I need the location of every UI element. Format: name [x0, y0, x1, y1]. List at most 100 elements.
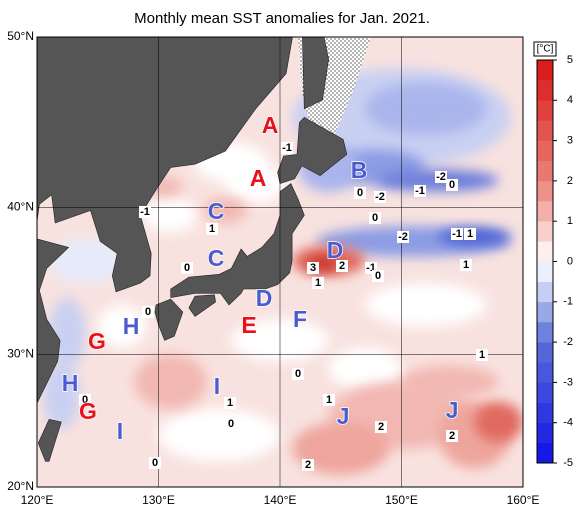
contour-label: 3	[310, 262, 316, 274]
colorbar-segment	[537, 402, 553, 423]
landmass	[37, 419, 62, 462]
anomaly-patch	[143, 197, 198, 233]
region-label: G	[88, 328, 106, 354]
contour-label-bg	[451, 228, 463, 240]
colorbar-tick-label: 1	[567, 215, 573, 227]
contour-label: 1	[326, 394, 332, 406]
anomaly-patch	[43, 361, 80, 430]
contour-label: -1	[366, 262, 376, 274]
contour-label-bg	[375, 421, 387, 433]
contour-label-bg	[281, 142, 293, 154]
colorbar-segment	[537, 442, 553, 464]
contour-label-bg	[369, 212, 381, 224]
colorbar-segment	[537, 301, 553, 323]
contour-label-bg	[312, 277, 324, 289]
region-label: G	[79, 398, 97, 424]
landmass	[188, 294, 216, 317]
colorbar-tick-label: -5	[563, 457, 573, 469]
contour-label-bg	[206, 223, 218, 235]
landmass	[170, 183, 305, 306]
contour-label: 0	[152, 457, 158, 469]
contour-label-bg	[397, 231, 409, 243]
contour-label: 1	[227, 397, 233, 409]
contour-label-bg	[323, 394, 335, 406]
colorbar-unit-box	[533, 41, 557, 57]
lat-tick-label: 20°N	[7, 479, 34, 493]
landmass	[154, 298, 184, 341]
colorbar-segment	[537, 80, 553, 101]
contour-label: 1	[479, 349, 485, 361]
anomaly-patch	[401, 365, 499, 399]
contour-label: 1	[467, 228, 473, 240]
lat-tick-label: 30°N	[7, 346, 34, 360]
contour-label-bg	[435, 171, 447, 183]
contour-label-bg	[446, 430, 458, 442]
anomaly-patch	[203, 197, 248, 224]
colorbar-segment	[537, 342, 553, 363]
colorbar-segment	[537, 160, 553, 182]
colorbar-segment	[537, 221, 553, 242]
contour-label-bg	[292, 368, 304, 380]
contour-label-bg	[464, 228, 476, 240]
colorbar-segment	[537, 201, 553, 222]
contour-label: 0	[357, 187, 363, 199]
colorbar-tick-label: 3	[567, 135, 573, 147]
contour-label: 1	[209, 223, 215, 235]
contour-label-bg	[225, 418, 237, 430]
contour-label: 0	[375, 270, 381, 282]
contour-label-bg	[181, 262, 193, 274]
contour-label: -1	[282, 142, 292, 154]
contour-label: 2	[449, 430, 455, 442]
contour-label: 0	[82, 394, 88, 406]
contour-label-bg	[354, 187, 366, 199]
contour-label-bg	[142, 306, 154, 318]
contour-label-bg	[476, 349, 488, 361]
colorbar-segment	[537, 60, 553, 81]
colorbar-unit: [°C]	[537, 44, 554, 55]
colorbar-segment	[537, 362, 553, 383]
lat-tick-label: 40°N	[7, 200, 34, 214]
colorbar-tick-label: 0	[567, 255, 573, 267]
colorbar-segment	[537, 281, 553, 303]
anomaly-patch	[158, 408, 280, 462]
anomaly-patch	[474, 402, 523, 443]
contour-label: -2	[398, 231, 408, 243]
region-label: E	[241, 312, 256, 338]
contour-label: 0	[372, 212, 378, 224]
anomaly-patch	[365, 283, 487, 327]
colorbar-tick-label: -4	[563, 417, 573, 429]
lat-tick-label: 50°N	[7, 29, 34, 43]
contour-label-bg	[446, 179, 458, 191]
contour-label: 2	[339, 260, 345, 272]
contour-label: -1	[415, 185, 425, 197]
contour-label-bg	[460, 259, 472, 271]
anomaly-patch	[365, 82, 487, 136]
region-label: B	[351, 157, 368, 183]
contour-label-bg	[149, 457, 161, 469]
anomaly-patch	[97, 304, 147, 348]
contour-label: -1	[452, 228, 462, 240]
region-label: D	[256, 285, 273, 311]
contour-label: 0	[449, 179, 455, 191]
colorbar-tick-label: 4	[567, 94, 573, 106]
region-label: F	[293, 306, 307, 332]
colorbar-segment	[537, 241, 553, 262]
colorbar-tick-label: 5	[567, 54, 573, 66]
contour-label-bg	[336, 260, 348, 272]
colorbar-segment	[537, 321, 553, 343]
colorbar-segment	[537, 180, 553, 202]
contour-label: -2	[375, 191, 385, 203]
region-label: A	[262, 112, 279, 138]
colorbar-segment	[537, 422, 553, 444]
lon-tick-label: 140°E	[264, 493, 297, 507]
land	[37, 37, 348, 462]
contour-label-bg	[139, 206, 151, 218]
contour-label-bg	[302, 459, 314, 471]
anomaly-patch	[292, 422, 390, 475]
lon-tick-label: 160°E	[507, 493, 540, 507]
colorbar-tick-label: 2	[567, 175, 573, 187]
contour-label-bg	[372, 270, 384, 282]
region-label: D	[327, 237, 344, 263]
